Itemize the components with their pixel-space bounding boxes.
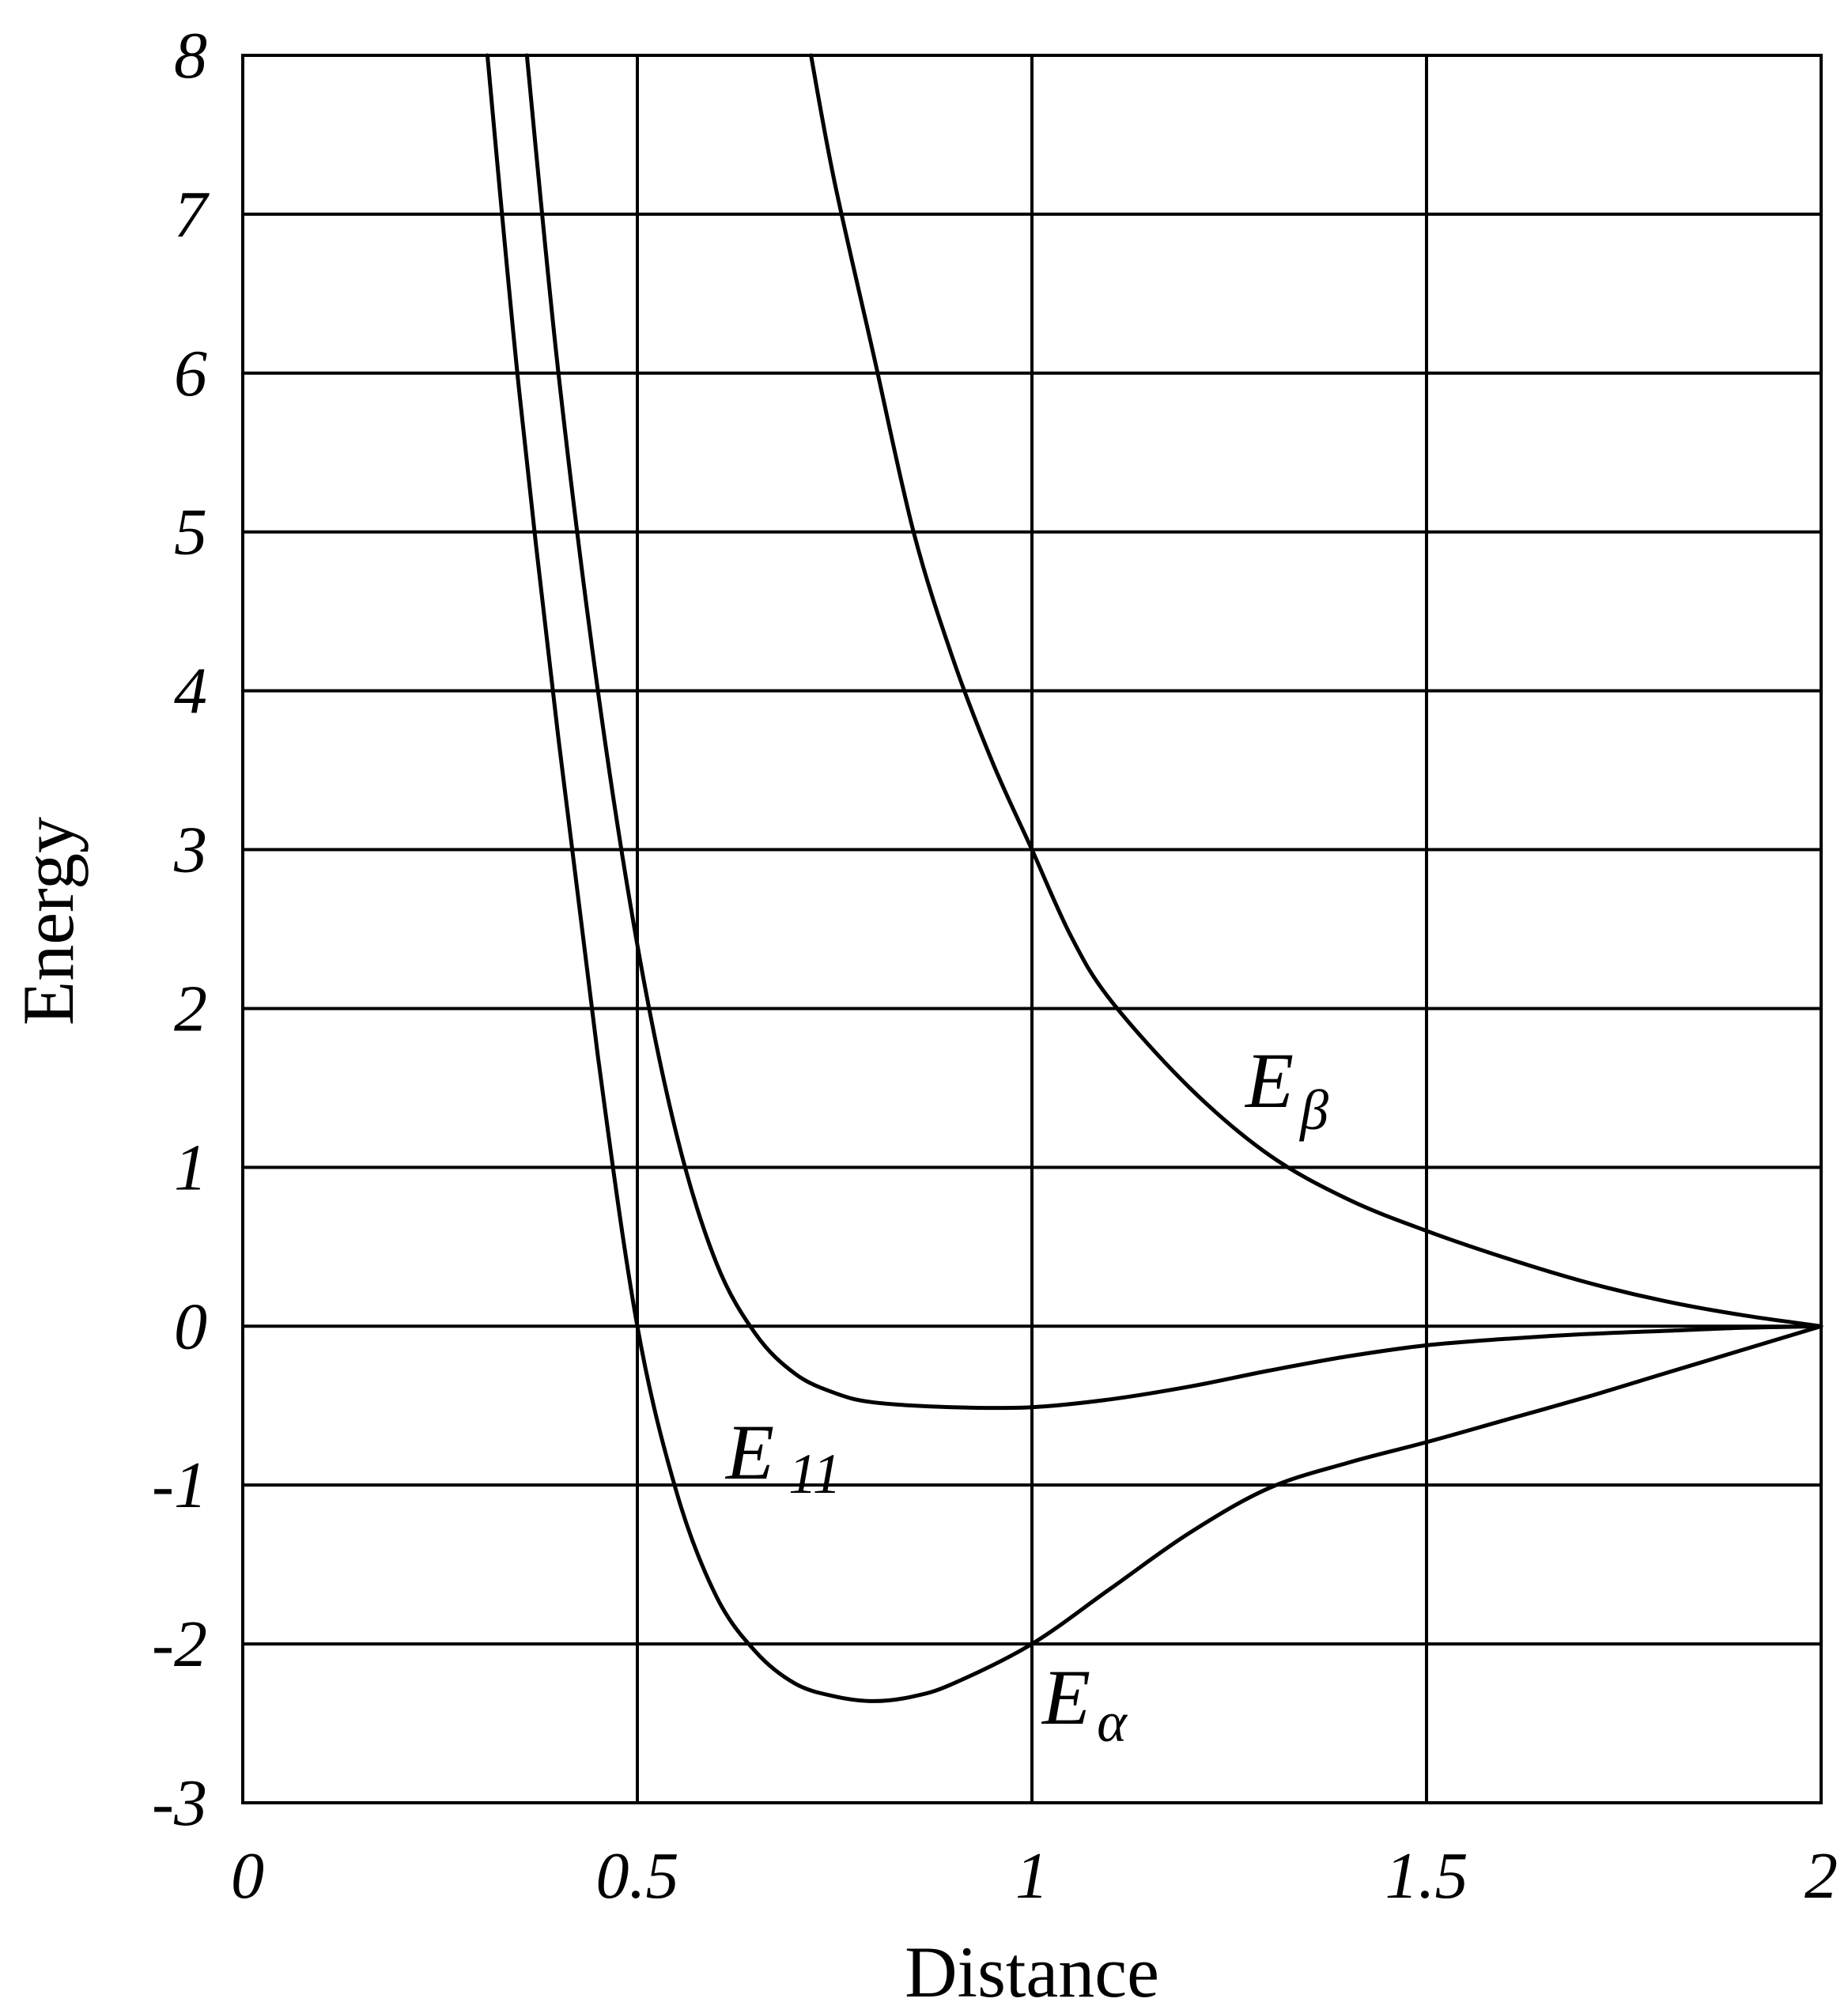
y-tick-label: 5 [174,496,207,569]
y-tick-label: 7 [174,178,210,251]
series-label-e-11: E 11 [724,1408,841,1505]
y-tick-label: 4 [174,655,207,728]
x-tick-label: 1.5 [1385,1839,1468,1913]
y-tick-label: 3 [173,814,207,887]
x-tick-label: 0 [231,1839,264,1913]
y-tick-label: -2 [152,1607,207,1681]
curve-e-beta [809,53,1823,1328]
x-tick-label: 0.5 [596,1839,679,1913]
y-tick-label: -3 [152,1766,207,1840]
plot-frame [241,54,1823,1804]
y-tick-label: 6 [174,337,207,410]
y-tick-label: 8 [174,19,207,93]
grid [241,54,1823,1804]
curve-e-11 [524,53,1823,1411]
y-tick-label: 1 [174,1131,207,1204]
curves [485,53,1823,1703]
x-axis-label: Distance [905,1932,1159,2006]
y-tick-label: 0 [174,1290,207,1363]
y-tick-label: -1 [152,1449,207,1522]
x-tick-label: 2 [1805,1839,1838,1913]
x-tick-label: 1 [1015,1839,1049,1913]
tick-labels: 8 7 6 5 4 3 2 1 0 -1 -2 -3 0 0.5 1 1.5 2 [152,19,1838,1913]
curve-e-alpha [485,53,1823,1703]
y-axis-label: Energy [8,817,89,1026]
y-tick-label: 2 [174,972,207,1045]
